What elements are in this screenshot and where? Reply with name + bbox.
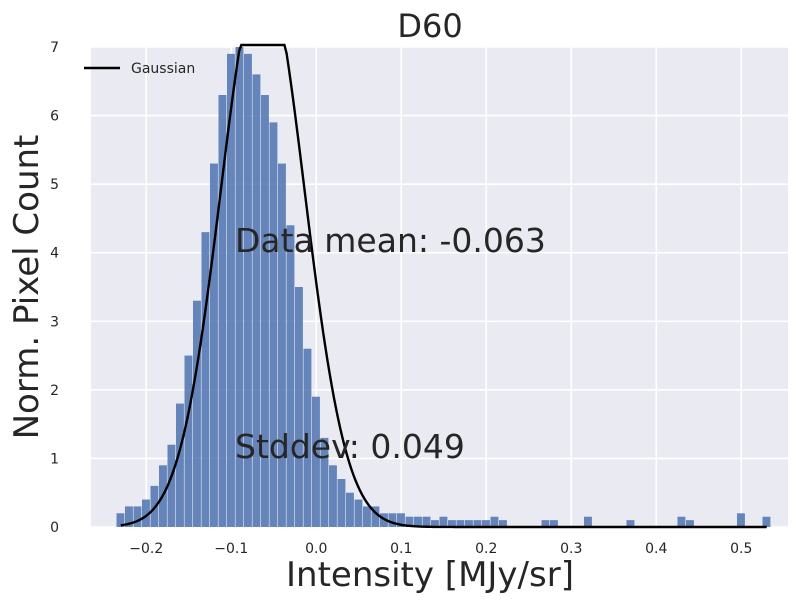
histogram-bar — [414, 516, 422, 527]
histogram-bar — [312, 396, 320, 527]
histogram-bar — [252, 74, 261, 527]
histogram-bar — [176, 403, 184, 527]
histogram-bar — [269, 122, 278, 527]
histogram-bar — [227, 53, 235, 527]
histogram-bar — [439, 516, 448, 527]
histogram-bar — [261, 95, 269, 527]
histogram-bar — [184, 355, 193, 527]
histogram-bar — [448, 520, 456, 527]
legend-label-gaussian: Gaussian — [131, 61, 195, 77]
x-tick-label: 0.0 — [305, 541, 327, 557]
histogram-bars — [116, 47, 771, 528]
histogram-bar — [405, 516, 414, 527]
histogram-bar — [167, 444, 176, 527]
x-tick-labels: −0.2 −0.1 0.0 0.1 0.2 0.3 0.4 0.5 — [129, 541, 752, 557]
x-tick-label: −0.1 — [214, 541, 248, 557]
histogram-bar — [210, 163, 218, 528]
y-axis-title: Norm. Pixel Count — [7, 135, 47, 440]
stddev-annotation: Stddev: 0.049 — [235, 427, 465, 466]
histogram-bar — [363, 506, 371, 527]
y-tick-label: 4 — [50, 246, 59, 262]
histogram-bar — [235, 47, 244, 527]
histogram-bar — [482, 520, 490, 527]
histogram-bar — [278, 163, 286, 528]
histogram-bar — [371, 506, 380, 527]
y-tick-label: 5 — [50, 177, 59, 193]
histogram-bar — [473, 520, 482, 527]
histogram-bar — [499, 520, 507, 527]
chart-title: D60 — [397, 7, 462, 45]
histogram-bar — [550, 520, 558, 527]
x-tick-label: −0.2 — [129, 541, 163, 557]
histogram-bar — [431, 520, 439, 527]
histogram-bar — [201, 232, 210, 527]
histogram-bar — [584, 516, 592, 527]
histogram-bar — [397, 513, 405, 527]
x-tick-label: 0.1 — [390, 541, 412, 557]
histogram-bar — [686, 520, 694, 527]
y-tick-label: 1 — [50, 451, 59, 467]
histogram-bar — [303, 348, 312, 527]
histogram-bar — [286, 225, 295, 528]
y-tick-label: 7 — [50, 40, 59, 56]
y-tick-label: 6 — [50, 109, 59, 125]
histogram-bar — [677, 516, 686, 527]
histogram-bar — [465, 520, 473, 527]
histogram-bar — [329, 465, 337, 527]
histogram-bar — [218, 95, 227, 527]
histogram-bar — [346, 492, 354, 527]
x-axis-title: Intensity [MJy/sr] — [286, 555, 574, 595]
histogram-bar — [541, 520, 550, 527]
histogram-bar — [133, 506, 142, 527]
y-tick-label: 3 — [50, 314, 59, 330]
histogram-bar — [626, 520, 635, 527]
x-tick-label: 0.2 — [475, 541, 497, 557]
y-tick-label: 2 — [50, 383, 59, 399]
histogram-bar — [762, 516, 771, 527]
histogram-bar — [125, 506, 133, 527]
histogram-bar — [337, 479, 346, 527]
histogram-bar — [388, 513, 397, 527]
histogram-bar — [737, 513, 745, 527]
histogram-bar — [456, 520, 465, 527]
legend: Gaussian — [84, 61, 195, 77]
histogram-bar — [320, 437, 329, 527]
histogram-bar — [244, 53, 252, 527]
histogram-bar — [193, 300, 201, 527]
histogram-bar — [422, 516, 431, 527]
mean-annotation: Data mean: -0.063 — [235, 221, 546, 260]
x-tick-label: 0.3 — [560, 541, 582, 557]
y-tick-label: 0 — [50, 520, 59, 536]
x-tick-label: 0.4 — [645, 541, 667, 557]
gaussian-curve — [120, 43, 767, 529]
y-tick-labels: 0 1 2 3 4 5 6 7 — [50, 40, 59, 536]
histogram-bar — [490, 516, 499, 527]
histogram-bar — [116, 513, 125, 527]
x-tick-label: 0.5 — [730, 541, 752, 557]
histogram-bar — [142, 499, 150, 527]
histogram-bar — [295, 287, 303, 527]
histogram-bar — [354, 499, 363, 527]
